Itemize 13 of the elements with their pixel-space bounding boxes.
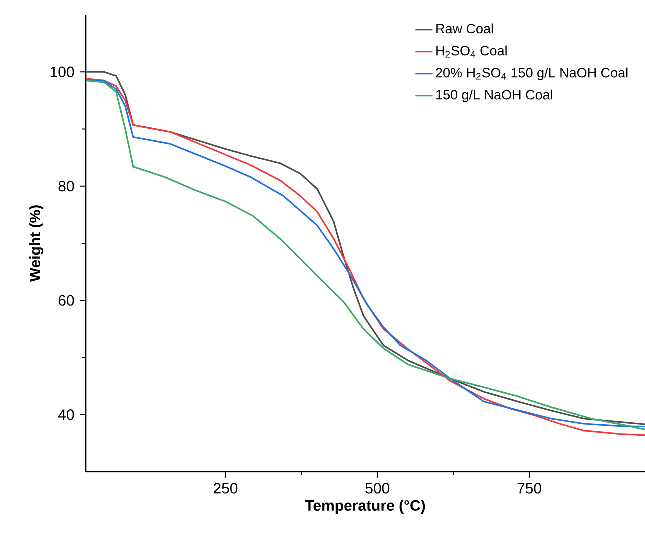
- y-tick-label: 80: [58, 181, 74, 192]
- x-tick-label: 750: [518, 483, 542, 494]
- legend-label: H$_{2}$SO$_{4}$ Coal: [436, 46, 507, 58]
- y-tick-label: 60: [58, 295, 74, 306]
- legend-label: Raw Coal: [436, 24, 494, 34]
- y-tick-label: 40: [58, 410, 74, 420]
- x-axis-title: Temperature (°C): [305, 500, 426, 514]
- y-axis-title: Weight (%): [30, 206, 44, 282]
- x-tick-label: 500: [366, 483, 390, 494]
- legend-label: 150 g/L NaOH Coal: [436, 90, 552, 102]
- y-tick-label: 100: [50, 66, 74, 78]
- x-tick-label: 250: [214, 483, 238, 494]
- legend-label: 20% H$_{2}$SO$_{4}$ 150 g/L NaOH Coal: [436, 68, 628, 80]
